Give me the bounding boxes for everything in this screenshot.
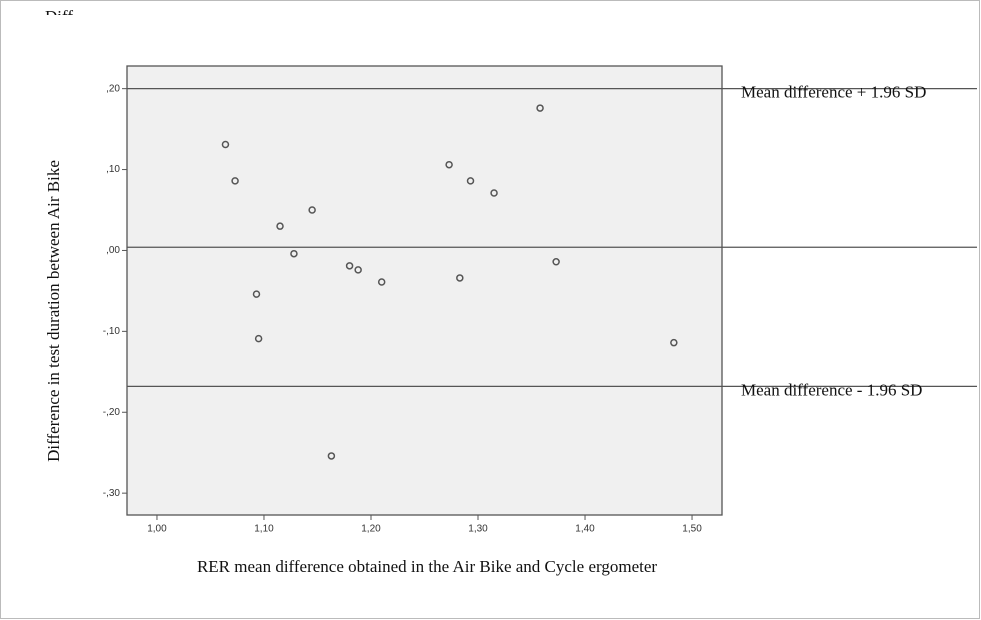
point [231,177,239,185]
point [377,278,386,286]
y-tick-label: -,20 [103,407,121,418]
point [221,140,230,149]
point [490,189,498,197]
y-tick-label: -,30 [103,488,121,499]
y-tick-label: ,20 [106,83,120,94]
point [345,262,354,270]
x-tick-label: 1,00 [147,524,167,535]
x-axis-label: RER mean difference obtained in the Air … [197,557,657,576]
y-tick-label: ,10 [106,164,120,175]
x-tick-label: 1,50 [682,524,702,535]
point [456,274,464,282]
plot-border [126,65,723,516]
x-tick-label: 1,20 [361,524,381,535]
point [252,290,261,298]
point [536,104,544,112]
point [552,258,560,266]
point [276,222,284,230]
reference-label: Mean difference + 1.96 SD [741,83,926,102]
y-tick-label: -,10 [103,326,121,337]
reference-label: Mean difference - 1.96 SD [741,380,922,399]
plot-background [127,66,722,515]
point [445,160,453,169]
point [254,334,263,343]
y-tick-label: ,00 [106,245,120,256]
y-axis-label: Difference in test duration between Air … [44,160,63,462]
x-tick-label: 1,40 [575,524,595,535]
chart-title: Diff [45,7,73,26]
point [327,452,336,460]
x-tick-label: 1,30 [468,524,488,535]
x-tick-label: 1,10 [254,524,274,535]
point [354,266,362,274]
point [308,206,316,214]
point [670,338,678,347]
point [466,177,475,185]
point [290,249,298,258]
